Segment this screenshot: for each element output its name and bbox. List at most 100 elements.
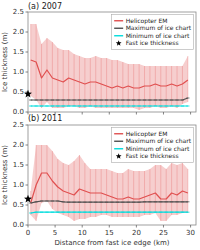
point-marker <box>29 203 32 204</box>
y-tick <box>26 185 29 186</box>
legend: Helicopter EMMaximum of ice chartMinimum… <box>112 15 194 50</box>
point-marker <box>56 201 59 202</box>
markers <box>24 195 189 213</box>
legend-box <box>112 15 194 50</box>
point-marker <box>78 106 81 107</box>
point-marker <box>165 100 168 101</box>
point-marker <box>51 212 54 213</box>
y-axis-label: Ice thickness (m) <box>1 32 9 92</box>
point-marker <box>170 201 173 202</box>
point-marker <box>121 100 124 101</box>
point-marker <box>154 201 157 202</box>
uncertainty-band <box>31 145 188 221</box>
point-marker <box>116 106 119 107</box>
point-marker <box>72 202 75 203</box>
range-bar <box>149 169 150 215</box>
point-marker <box>45 201 48 202</box>
figure: 0.00.51.01.52.02.5(a) 2007Ice thickness … <box>0 0 200 250</box>
point-marker <box>29 106 32 107</box>
point-marker <box>175 201 178 202</box>
point-marker <box>116 202 119 203</box>
legend-box <box>112 128 194 163</box>
series-line <box>31 60 188 88</box>
y-tick-label: 2.5 <box>13 121 24 129</box>
x-tick-label: 0 <box>26 229 30 237</box>
point-marker <box>132 212 135 213</box>
series-line <box>31 173 188 203</box>
point-marker <box>100 212 103 213</box>
point-marker <box>78 100 81 101</box>
legend-entry: Fast ice thickness <box>126 152 179 159</box>
range-bar <box>106 169 107 215</box>
range-bar <box>182 163 183 213</box>
point-marker <box>89 202 92 203</box>
point-marker <box>127 106 130 107</box>
point-marker <box>35 201 38 202</box>
point-marker <box>51 106 54 107</box>
x-tick <box>136 112 137 115</box>
legend-handle <box>114 133 123 134</box>
point-marker <box>116 212 119 213</box>
legend-entry: Maximum of ice chart <box>126 137 192 144</box>
point-marker <box>100 202 103 203</box>
point-marker <box>175 106 178 107</box>
point-marker <box>105 212 108 213</box>
legend: Helicopter EMMaximum of ice chartMinimum… <box>112 128 194 163</box>
point-marker <box>170 106 173 107</box>
x-tick-label: 25 <box>159 229 168 237</box>
y-tick <box>26 205 29 206</box>
range-bar <box>171 163 172 215</box>
point-marker <box>105 202 108 203</box>
x-tick <box>190 225 191 228</box>
panel-title: (b) 2011 <box>28 114 62 123</box>
range-bar <box>57 48 58 108</box>
point-marker <box>24 195 32 203</box>
point-marker <box>24 90 32 98</box>
series-line <box>31 98 188 100</box>
point-marker <box>83 212 86 213</box>
point-marker <box>89 212 92 213</box>
x-tick-label: 10 <box>78 229 87 237</box>
range-bar <box>166 66 167 108</box>
point-marker <box>148 106 151 107</box>
point-marker <box>67 202 70 203</box>
point-marker <box>62 212 65 213</box>
range-bar <box>117 173 118 217</box>
range-bar <box>122 173 123 217</box>
range-bar <box>128 169 129 217</box>
range-bar <box>133 171 134 217</box>
range-bar <box>139 64 140 110</box>
y-tick-label: 2.0 <box>13 28 24 36</box>
point-marker <box>165 212 168 213</box>
x-tick <box>109 112 110 115</box>
range-bar <box>155 165 156 213</box>
y-tick <box>26 32 29 33</box>
point-marker <box>159 100 162 101</box>
point-marker <box>143 100 146 101</box>
point-marker <box>143 106 146 107</box>
range-bar <box>52 42 53 108</box>
point-marker <box>132 100 135 101</box>
point-marker <box>67 106 70 107</box>
legend-entry: Minimum of ice chart <box>126 32 190 39</box>
point-marker <box>110 100 113 101</box>
point-marker <box>186 201 189 202</box>
point-marker <box>35 212 38 213</box>
point-marker <box>121 106 124 107</box>
point-marker <box>186 212 189 213</box>
y-tick-label: 0.0 <box>13 108 24 116</box>
point-marker <box>89 106 92 107</box>
point-marker <box>40 212 43 213</box>
y-tick-label: 2.5 <box>13 8 24 16</box>
x-tick <box>82 112 83 115</box>
point-marker <box>170 100 173 101</box>
point-marker <box>137 106 140 107</box>
point-marker <box>159 201 162 202</box>
y-tick <box>26 165 29 166</box>
point-marker <box>67 100 70 101</box>
range-bar <box>122 62 123 108</box>
point-marker <box>137 202 140 203</box>
series-line <box>31 201 188 203</box>
point-marker <box>83 100 86 101</box>
point-marker <box>121 212 124 213</box>
